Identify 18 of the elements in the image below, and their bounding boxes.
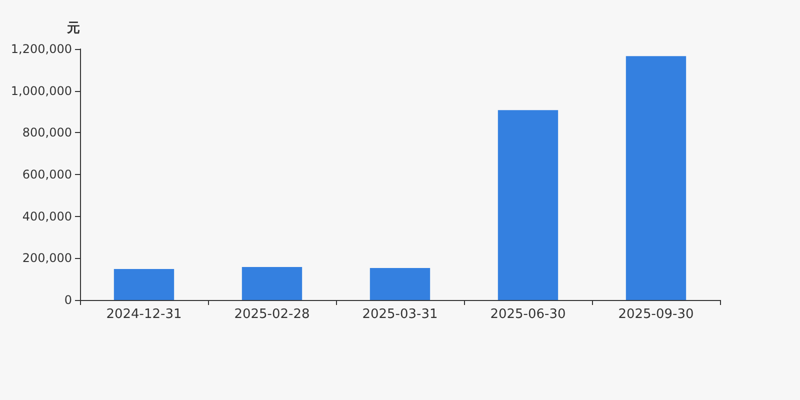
y-tick-label: 1,000,000	[10, 84, 72, 98]
y-axis-title: 元	[66, 21, 80, 36]
y-tick-label: 600,000	[22, 168, 72, 182]
y-tick-label: 800,000	[22, 126, 72, 140]
bar	[626, 56, 686, 300]
bar	[498, 110, 558, 300]
bar	[114, 269, 174, 300]
bar	[242, 266, 302, 300]
x-tick-label: 2025-09-30	[618, 307, 694, 322]
y-tick-label: 1,200,000	[10, 42, 72, 56]
bar	[370, 268, 430, 300]
x-tick-label: 2025-06-30	[490, 307, 566, 322]
y-tick-label: 400,000	[22, 209, 72, 224]
x-tick-label: 2025-02-28	[234, 307, 310, 322]
y-tick-label: 0	[64, 293, 72, 307]
x-tick-label: 2025-03-31	[362, 307, 438, 322]
y-tick-label: 200,000	[22, 251, 72, 266]
x-tick-label: 2024-12-31	[106, 307, 182, 322]
